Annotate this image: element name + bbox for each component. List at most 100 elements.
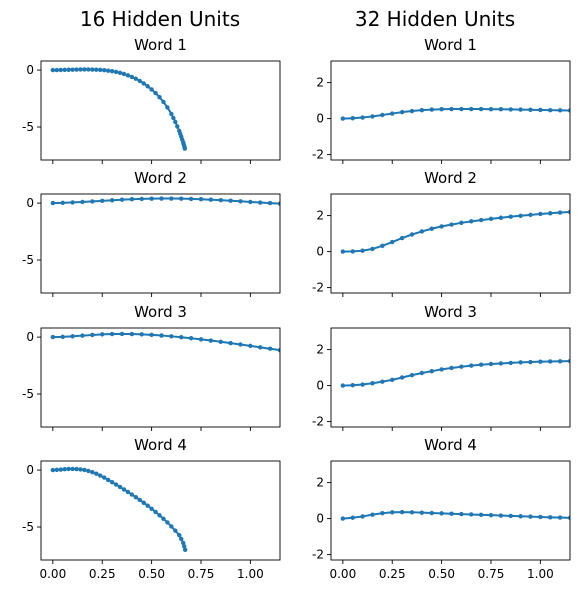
- data-point: [102, 68, 107, 73]
- data-point: [169, 111, 174, 117]
- y-tick-label: -5: [22, 387, 34, 401]
- y-tick-label: 0: [26, 196, 34, 210]
- data-point: [188, 336, 194, 341]
- data-point: [538, 514, 543, 520]
- series-group: [50, 331, 280, 353]
- data-point: [488, 107, 494, 112]
- data-point: [121, 71, 127, 77]
- data-point: [117, 70, 123, 76]
- panel-title: Word 4: [424, 436, 477, 454]
- data-point: [149, 87, 154, 92]
- series-group: [50, 196, 280, 206]
- data-point: [171, 115, 176, 121]
- data-point: [390, 377, 395, 383]
- data-point: [139, 196, 144, 202]
- data-point: [399, 509, 405, 515]
- data-point: [360, 382, 365, 387]
- data-point: [109, 69, 115, 74]
- data-point: [340, 516, 346, 521]
- panel-title: Word 3: [134, 303, 187, 321]
- panel-title: Word 4: [134, 436, 187, 454]
- data-point: [258, 200, 263, 205]
- y-tick-label: 0: [316, 245, 324, 259]
- data-point: [90, 332, 95, 338]
- data-point: [409, 232, 415, 237]
- data-point: [90, 469, 95, 475]
- data-point: [478, 106, 484, 112]
- data-point: [175, 124, 180, 129]
- data-point: [60, 200, 65, 206]
- y-tick-label: -5: [22, 120, 34, 134]
- data-point: [157, 94, 162, 100]
- data-point: [100, 198, 105, 204]
- data-point: [557, 210, 563, 215]
- panel-frame: [40, 460, 281, 561]
- panel-frame: [40, 327, 281, 428]
- data-point: [557, 359, 563, 364]
- data-point: [528, 212, 533, 218]
- data-point: [449, 106, 454, 112]
- data-point: [409, 108, 415, 114]
- data-point: [58, 67, 63, 73]
- data-point: [478, 217, 484, 223]
- data-point: [80, 333, 85, 338]
- data-point: [557, 515, 563, 520]
- data-point: [488, 512, 494, 518]
- data-point: [82, 467, 87, 473]
- data-point: [350, 515, 355, 520]
- data-point: [177, 532, 182, 538]
- data-point: [165, 105, 170, 110]
- data-point: [360, 514, 365, 519]
- data-point: [488, 361, 494, 367]
- data-point: [228, 198, 233, 203]
- x-tick-label: 0.75: [478, 567, 505, 581]
- x-tick-label: 0.25: [89, 567, 116, 581]
- data-point: [267, 200, 273, 206]
- data-point: [238, 199, 243, 204]
- data-point: [100, 332, 105, 337]
- data-point: [380, 243, 385, 249]
- data-point: [459, 106, 464, 112]
- data-point: [370, 381, 375, 386]
- x-tick-label: 0.00: [39, 567, 66, 581]
- y-tick-label: 0: [26, 63, 34, 77]
- data-point: [179, 196, 184, 201]
- panel-title: Word 3: [424, 303, 477, 321]
- data-point: [419, 370, 425, 376]
- data-point: [70, 466, 75, 472]
- data-point: [390, 111, 395, 116]
- data-point: [557, 108, 563, 113]
- data-point: [161, 99, 166, 105]
- data-point: [538, 107, 543, 113]
- data-point: [528, 359, 533, 365]
- panel-c0-r0: Word 1 0 -5: [22, 36, 281, 164]
- data-point: [80, 199, 85, 205]
- panel-c1-r1: Word 2 2 0 -2: [312, 169, 571, 297]
- panel-title: Word 1: [134, 36, 187, 54]
- x-tick-label: 0.25: [379, 567, 406, 581]
- panel-c0-r3: Word 4 0 -5 0.00 0.25 0.50 0.75 1.00: [22, 436, 281, 581]
- data-point: [182, 547, 188, 552]
- data-point: [66, 67, 71, 72]
- data-point: [98, 67, 103, 73]
- data-point: [182, 544, 187, 549]
- data-point: [390, 510, 395, 515]
- data-point: [498, 513, 504, 518]
- data-point: [350, 249, 355, 254]
- data-point: [567, 108, 570, 113]
- data-point: [469, 106, 474, 112]
- series-line: [342, 108, 570, 120]
- series-line: [342, 211, 570, 253]
- y-tick-label: -2: [312, 415, 324, 429]
- panel-frame: [40, 60, 281, 161]
- data-point: [439, 107, 444, 112]
- data-point: [528, 514, 533, 519]
- y-tick-label: -5: [22, 253, 34, 267]
- data-point: [248, 343, 253, 349]
- data-point: [208, 338, 214, 343]
- panel-frame: [330, 460, 571, 561]
- data-point: [360, 248, 365, 253]
- y-tick-label: -2: [312, 148, 324, 162]
- column-title-16-hidden-units: 16 Hidden Units: [80, 7, 240, 31]
- data-point: [50, 334, 56, 340]
